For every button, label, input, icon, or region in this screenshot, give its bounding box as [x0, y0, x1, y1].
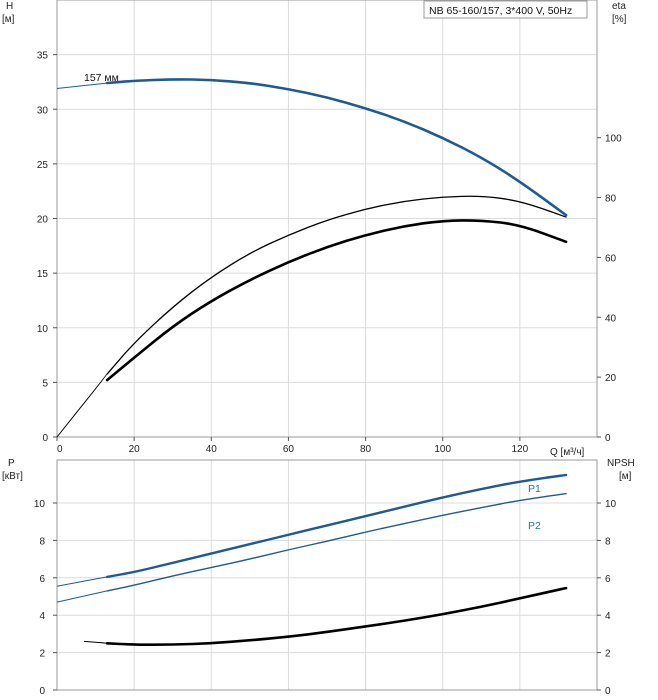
head-tick-label: 15 — [37, 269, 49, 280]
eta-tick-label: 80 — [605, 194, 617, 205]
power-tick-label: 4 — [39, 611, 45, 622]
lower-panel: 0 2 4 6 8 10 0 2 4 6 8 10 P [кВт] NPSH [м] P1 P2 — [2, 458, 635, 697]
x-tick-label: 20 — [129, 444, 141, 455]
power-axis-unit: [кВт] — [2, 471, 23, 482]
p1-power-curve — [105, 473, 568, 579]
head-tick-label: 20 — [37, 215, 49, 226]
head-tick-label: 25 — [37, 160, 49, 171]
npsh-curve — [105, 586, 568, 647]
efficiency-curve-upper-extension — [56, 373, 108, 438]
npsh-tick-label: 0 — [605, 686, 611, 697]
head-tick-label: 10 — [37, 324, 49, 335]
efficiency-curve-upper — [106, 195, 567, 375]
head-curve — [105, 78, 568, 217]
p2-series-label: P2 — [528, 520, 541, 532]
power-axis-title: P — [8, 458, 15, 469]
upper-ticks: 0 20 40 60 80 100 120 0 5 10 15 20 25 30 35 0 20 40 60 80 10… — [37, 51, 622, 455]
head-axis-unit: [м] — [2, 14, 15, 25]
head-tick-label: 0 — [42, 433, 48, 444]
p1-series-label: P1 — [528, 483, 541, 495]
head-tick-label: 5 — [42, 378, 48, 389]
head-axis-title: H — [6, 1, 13, 12]
head-curve-extension — [56, 82, 108, 89]
upper-series — [56, 78, 568, 438]
p2-power-curve-extension — [56, 590, 108, 603]
npsh-curve-extension — [83, 640, 108, 644]
npsh-tick-label: 2 — [605, 649, 611, 660]
power-tick-label: 8 — [39, 536, 45, 547]
chart-title: NB 65-160/157, 3*400 V, 50Hz — [429, 5, 572, 17]
power-tick-label: 6 — [39, 574, 45, 585]
npsh-axis-title: NPSH — [607, 458, 635, 469]
x-tick-label: 80 — [360, 444, 372, 455]
head-tick-label: 35 — [37, 51, 49, 62]
eta-tick-label: 20 — [605, 373, 617, 384]
p2-power-curve — [106, 492, 567, 592]
title-box — [423, 0, 588, 19]
power-tick-label: 2 — [39, 649, 45, 660]
npsh-tick-label: 10 — [605, 499, 617, 510]
eta-tick-label: 100 — [605, 134, 622, 145]
npsh-tick-label: 8 — [605, 536, 611, 547]
eta-axis-title: eta — [612, 1, 626, 12]
eta-axis-unit: [%] — [612, 14, 627, 25]
npsh-tick-label: 4 — [605, 611, 611, 622]
x-tick-label: 0 — [57, 444, 63, 455]
eta-tick-label: 0 — [605, 433, 611, 444]
x-tick-label: 60 — [283, 444, 295, 455]
p1-power-curve-extension — [56, 576, 108, 587]
x-tick-label: 120 — [512, 444, 529, 455]
lower-grid — [57, 460, 597, 690]
npsh-tick-label: 6 — [605, 574, 611, 585]
upper-panel: 0 20 40 60 80 100 120 0 5 10 15 20 25 30 35 0 20 40 60 80 10… — [2, 0, 627, 458]
flow-axis-title: Q [м³/ч] — [550, 447, 585, 458]
upper-grid — [57, 0, 597, 437]
x-tick-label: 100 — [434, 444, 451, 455]
lower-series — [56, 473, 568, 647]
impeller-diameter-label: 157 мм — [84, 72, 119, 84]
x-tick-label: 40 — [206, 444, 218, 455]
power-tick-label: 10 — [34, 499, 46, 510]
power-tick-label: 0 — [39, 686, 45, 697]
efficiency-curve-lower — [105, 219, 568, 382]
npsh-axis-unit: [м] — [619, 471, 632, 482]
eta-tick-label: 40 — [605, 313, 617, 324]
lower-plot-frame — [56, 459, 598, 691]
lower-ticks: 0 2 4 6 8 10 0 2 4 6 8 10 — [34, 499, 617, 697]
eta-tick-label: 60 — [605, 253, 617, 264]
head-tick-label: 30 — [37, 105, 49, 116]
